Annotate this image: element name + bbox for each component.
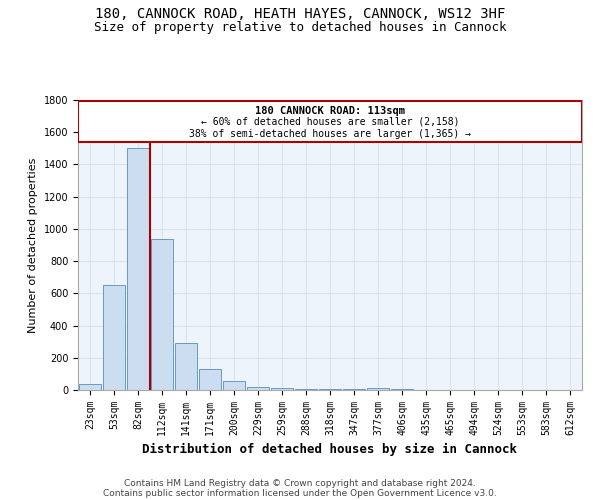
- Bar: [103, 286, 125, 390]
- Bar: [319, 389, 341, 390]
- Bar: [343, 389, 365, 390]
- Bar: [391, 389, 413, 390]
- Bar: [223, 380, 245, 390]
- Bar: [295, 389, 317, 390]
- Bar: [78, 102, 582, 142]
- Bar: [151, 238, 173, 390]
- Text: Distribution of detached houses by size in Cannock: Distribution of detached houses by size …: [143, 442, 517, 456]
- Bar: [367, 388, 389, 390]
- Text: 180, CANNOCK ROAD, HEATH HAYES, CANNOCK, WS12 3HF: 180, CANNOCK ROAD, HEATH HAYES, CANNOCK,…: [95, 8, 505, 22]
- Bar: [127, 148, 149, 390]
- Text: Size of property relative to detached houses in Cannock: Size of property relative to detached ho…: [94, 21, 506, 34]
- Text: 38% of semi-detached houses are larger (1,365) →: 38% of semi-detached houses are larger (…: [189, 128, 471, 138]
- Text: ← 60% of detached houses are smaller (2,158): ← 60% of detached houses are smaller (2,…: [201, 116, 459, 126]
- Y-axis label: Number of detached properties: Number of detached properties: [28, 158, 38, 332]
- Text: Contains HM Land Registry data © Crown copyright and database right 2024.: Contains HM Land Registry data © Crown c…: [124, 479, 476, 488]
- Bar: [199, 369, 221, 390]
- Bar: [79, 384, 101, 390]
- Text: Contains public sector information licensed under the Open Government Licence v3: Contains public sector information licen…: [103, 489, 497, 498]
- Text: 180 CANNOCK ROAD: 113sqm: 180 CANNOCK ROAD: 113sqm: [255, 106, 405, 116]
- Bar: [271, 388, 293, 390]
- Bar: [175, 344, 197, 390]
- Bar: [247, 387, 269, 390]
